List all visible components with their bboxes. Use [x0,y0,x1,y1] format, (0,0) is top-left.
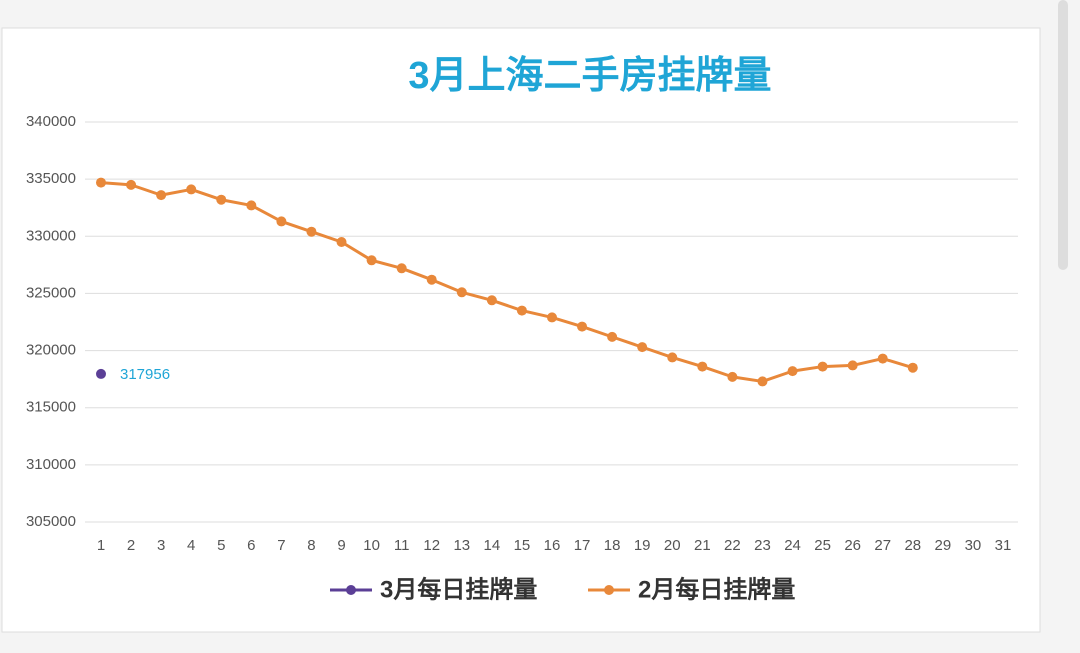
x-tick-label: 23 [754,537,771,554]
x-tick-label: 16 [544,537,561,554]
point [697,361,708,372]
point [667,352,678,363]
point [637,342,648,353]
point [96,368,106,379]
point [547,312,557,323]
y-tick-label: 325000 [26,284,76,301]
point [817,361,828,372]
point [306,226,317,237]
y-tick-label: 340000 [26,113,76,130]
chart-card [1,27,1041,633]
x-tick-label: 27 [874,537,891,554]
scrollbar [1058,0,1068,270]
point [787,366,798,377]
point [577,321,588,332]
x-tick-label: 18 [604,537,621,554]
point [757,376,768,387]
chart-title: 3月上海二手房挂牌量 [408,55,771,97]
x-tick-label: 31 [995,537,1012,554]
x-tick-label: 28 [904,537,921,554]
x-tick-label: 14 [484,537,501,554]
point [486,295,497,306]
point [877,353,888,364]
point [907,362,918,373]
x-tick-label: 17 [574,537,591,554]
x-tick-label: 22 [724,537,741,554]
x-tick-label: 15 [514,537,531,554]
y-tick-label: 320000 [26,342,76,359]
point [426,274,437,285]
x-tick-label: 24 [784,537,801,554]
x-tick-label: 21 [694,537,711,554]
x-tick-label: 5 [217,537,225,554]
point [456,287,467,298]
x-tick-label: 3 [157,537,165,554]
y-tick-label: 315000 [26,399,76,416]
x-tick-label: 9 [337,537,345,554]
point [156,190,167,201]
legend-marker [346,585,356,595]
x-tick-label: 13 [453,537,470,554]
y-tick-label: 330000 [26,227,76,244]
y-tick-label: 305000 [26,513,76,530]
x-tick-label: 1 [97,537,105,554]
x-tick-label: 20 [664,537,681,554]
point [727,371,738,382]
y-tick-label: 335000 [26,170,76,187]
x-tick-label: 10 [363,537,380,554]
series-line [100,181,914,383]
point [246,200,257,211]
point [96,177,106,188]
legend-label: 3月每日挂牌量 [380,575,537,603]
x-tick-label: 12 [423,537,440,554]
x-tick-label: 4 [187,537,195,554]
x-tick-label: 8 [307,537,315,554]
y-tick-label: 310000 [26,456,76,473]
data-label: 317956 [120,366,170,383]
legend-marker [604,585,614,595]
x-tick-label: 30 [965,537,982,554]
point [216,194,227,205]
x-tick-label: 11 [394,537,410,554]
point [396,263,407,274]
x-tick-label: 2 [127,537,135,554]
x-tick-label: 19 [634,537,651,554]
x-tick-label: 29 [935,537,952,554]
point [607,331,618,342]
point [186,184,197,195]
x-tick-label: 25 [814,537,831,554]
x-tick-label: 6 [247,537,255,554]
point [336,237,347,247]
legend-label: 2月每日挂牌量 [638,575,795,603]
point [276,216,287,227]
point [126,179,137,190]
x-tick-label: 7 [277,537,285,554]
x-tick-label: 26 [844,537,861,554]
point [847,360,858,371]
point [516,305,527,316]
point [366,255,377,266]
